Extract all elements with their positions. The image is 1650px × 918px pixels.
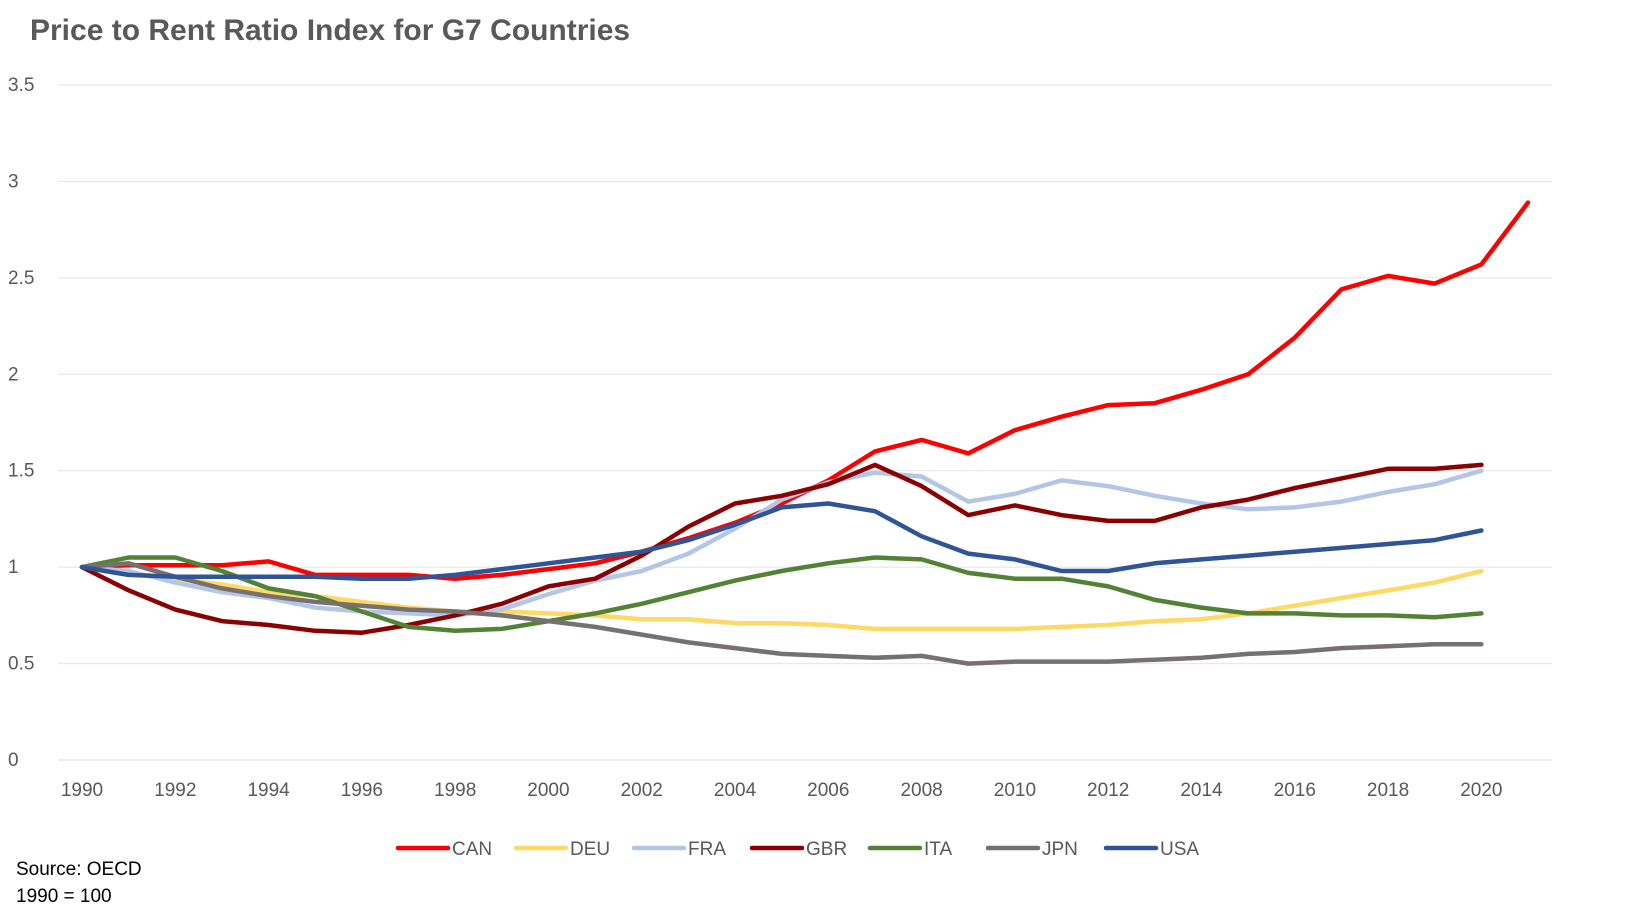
x-tick-label: 1996 — [341, 780, 383, 801]
chart-title: Price to Rent Ratio Index for G7 Countri… — [30, 14, 631, 47]
x-tick-label: 1992 — [154, 780, 196, 801]
legend-label-gbr: GBR — [806, 839, 847, 860]
legend-label-jpn: JPN — [1042, 839, 1078, 860]
x-tick-label: 2016 — [1274, 780, 1316, 801]
x-tick-label: 2014 — [1180, 780, 1223, 801]
series-line-jpn — [79, 561, 1484, 666]
y-tick-label: 1 — [8, 557, 19, 578]
legend-label-ita: ITA — [924, 839, 952, 860]
y-tick-label: 2 — [8, 364, 19, 385]
base-year-text: 1990 = 100 — [16, 886, 112, 907]
series-line-ita — [79, 555, 1484, 634]
y-tick-label: 0 — [8, 750, 19, 771]
x-tick-label: 1990 — [61, 780, 103, 801]
x-tick-label: 2008 — [900, 780, 942, 801]
gridlines — [58, 84, 1552, 761]
x-tick-label: 1994 — [247, 780, 290, 801]
x-tick-label: 1998 — [434, 780, 476, 801]
series-line-fra — [79, 468, 1484, 618]
y-tick-label: 3.5 — [8, 75, 34, 96]
legend-label-can: CAN — [452, 839, 492, 860]
legend-label-usa: USA — [1160, 839, 1199, 860]
legend: CAN DEU FRA GBR ITA JPN USA — [395, 839, 1199, 860]
series-line-can — [79, 200, 1531, 581]
x-tick-label: 2020 — [1460, 780, 1502, 801]
x-tick-label: 2018 — [1367, 780, 1409, 801]
series-lines — [79, 200, 1531, 666]
x-axis-tick-labels: 1990 1992 1994 1996 1998 2000 2002 2004 2006 2008… — [61, 780, 1503, 801]
source-note: Source: OECD 1990 = 100 — [16, 856, 142, 910]
series-line-usa — [79, 501, 1484, 581]
x-tick-label: 2002 — [621, 780, 663, 801]
y-tick-label: 3 — [8, 171, 19, 192]
legend-label-fra: FRA — [688, 839, 726, 860]
x-tick-label: 2000 — [527, 780, 569, 801]
source-text: Source: OECD — [16, 859, 142, 880]
series-line-gbr — [79, 462, 1484, 635]
legend-label-deu: DEU — [570, 839, 610, 860]
y-tick-label: 0.5 — [8, 654, 34, 675]
y-tick-label: 2.5 — [8, 268, 34, 289]
x-tick-label: 2004 — [714, 780, 757, 801]
x-tick-label: 2010 — [994, 780, 1036, 801]
y-tick-label: 1.5 — [8, 461, 34, 482]
x-tick-label: 2012 — [1087, 780, 1129, 801]
x-tick-label: 2006 — [807, 780, 849, 801]
y-axis-tick-labels: 0 0.5 1 1.5 2 2.5 3 3.5 — [8, 75, 34, 771]
